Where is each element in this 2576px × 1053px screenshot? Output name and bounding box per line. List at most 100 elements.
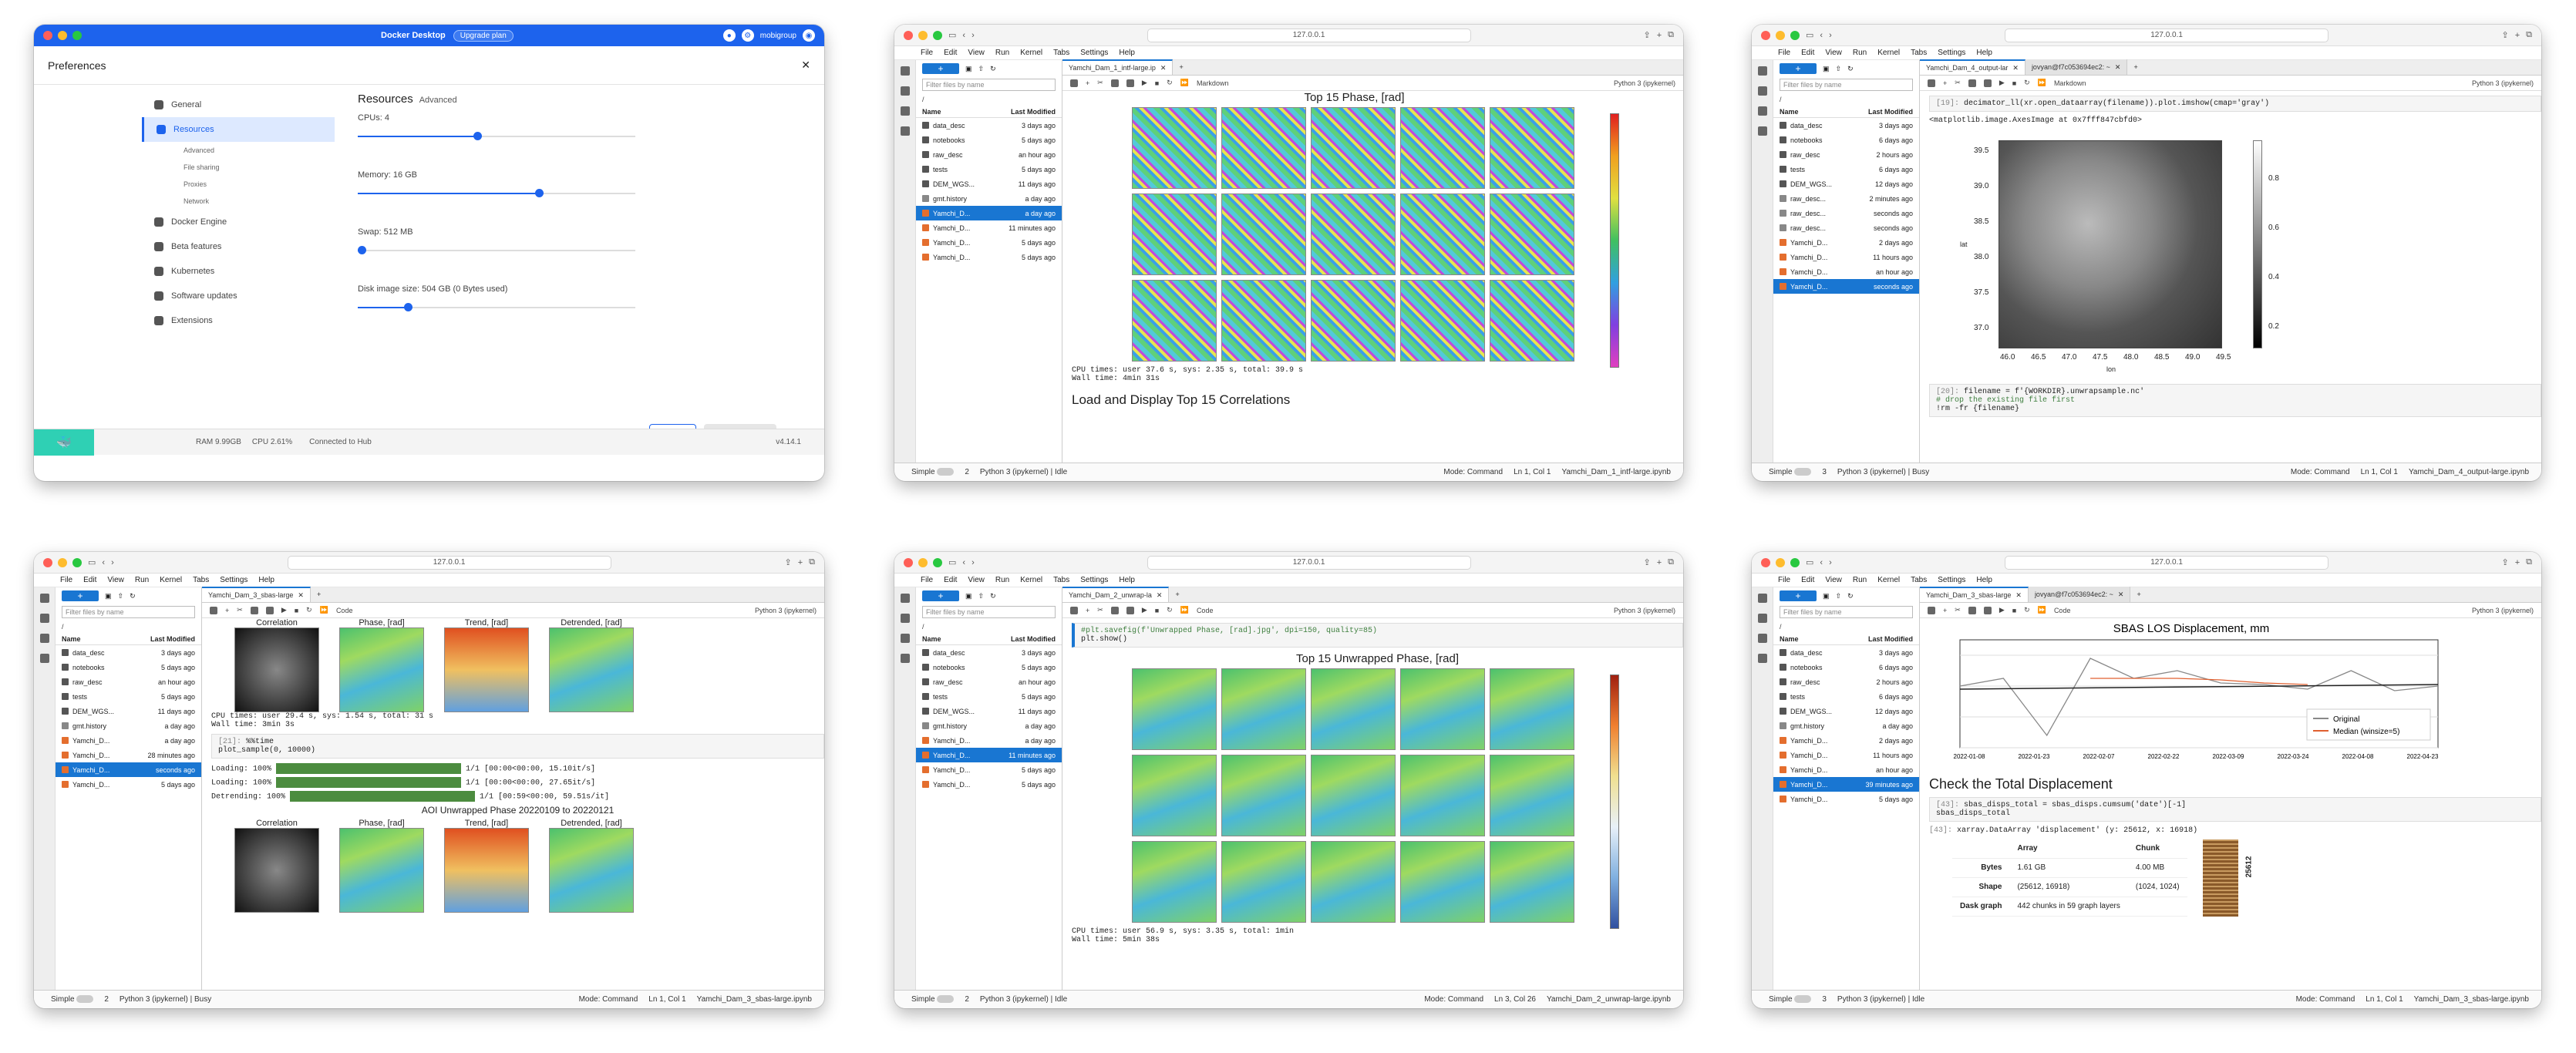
paste-icon[interactable] bbox=[1126, 79, 1134, 87]
restart-icon[interactable]: ↻ bbox=[2024, 79, 2030, 86]
file-row[interactable]: notebooks 5 days ago bbox=[56, 660, 201, 675]
minimize-button[interactable] bbox=[1776, 557, 1785, 567]
sidebar-icon[interactable]: ▭ bbox=[88, 558, 96, 567]
nav-docker-engine[interactable]: Docker Engine bbox=[142, 210, 335, 234]
refresh-icon[interactable]: ↻ bbox=[130, 591, 136, 600]
file-row[interactable]: DEM_WGS... 12 days ago bbox=[1773, 704, 1919, 718]
file-row[interactable]: Yamchi_D... 28 minutes ago bbox=[56, 748, 201, 762]
save-icon[interactable] bbox=[1070, 606, 1078, 614]
menu-help[interactable]: Help bbox=[258, 576, 274, 584]
menu-view[interactable]: View bbox=[1825, 576, 1842, 584]
close-button[interactable] bbox=[1761, 30, 1770, 40]
stop-icon[interactable]: ■ bbox=[2012, 606, 2017, 614]
menu-kernel[interactable]: Kernel bbox=[160, 576, 183, 584]
share-icon[interactable]: ⇪ bbox=[2501, 31, 2509, 40]
file-row[interactable]: notebooks 6 days ago bbox=[1773, 133, 1919, 147]
file-row[interactable]: raw_desc 2 hours ago bbox=[1773, 147, 1919, 162]
memory-slider[interactable] bbox=[358, 186, 635, 201]
file-row[interactable]: tests 5 days ago bbox=[916, 689, 1062, 704]
upload-icon[interactable]: ⇧ bbox=[1835, 591, 1842, 600]
fast-forward-icon[interactable]: ⏩ bbox=[1180, 79, 1189, 86]
col-modified[interactable]: Last Modified bbox=[1868, 635, 1913, 643]
file-row[interactable]: Yamchi_D... a day ago bbox=[56, 733, 201, 748]
file-row[interactable]: gmt.history a day ago bbox=[916, 191, 1062, 206]
file-row[interactable]: Yamchi_D... 11 hours ago bbox=[1773, 250, 1919, 264]
tabs-icon[interactable]: ⧉ bbox=[809, 557, 815, 567]
new-tab-icon[interactable]: + bbox=[1656, 557, 1662, 567]
filter-input[interactable]: Filter files by name bbox=[922, 79, 1056, 91]
add-cell-icon[interactable]: + bbox=[1943, 79, 1948, 87]
file-row[interactable]: data_desc 3 days ago bbox=[56, 645, 201, 660]
sidebar-icon[interactable]: ▭ bbox=[948, 558, 957, 567]
extension-icon[interactable] bbox=[900, 126, 910, 136]
file-row[interactable]: data_desc 3 days ago bbox=[916, 645, 1062, 660]
new-launcher-button[interactable]: + bbox=[1780, 590, 1817, 601]
file-row[interactable]: Yamchi_D... a day ago bbox=[916, 733, 1062, 748]
new-folder-icon[interactable]: ▣ bbox=[965, 64, 972, 72]
tab-notebook[interactable]: Yamchi_Dam_3_sbas-large ✕ bbox=[202, 587, 311, 602]
menu-edit[interactable]: Edit bbox=[1801, 49, 1815, 57]
stop-icon[interactable]: ■ bbox=[2012, 79, 2017, 87]
file-row[interactable]: Yamchi_D... 5 days ago bbox=[1773, 792, 1919, 806]
file-row[interactable]: Yamchi_D... a day ago bbox=[916, 206, 1062, 220]
new-tab-icon[interactable]: + bbox=[1656, 30, 1662, 40]
cut-icon[interactable]: ✂ bbox=[1097, 606, 1103, 614]
tab-notebook[interactable]: jovyan@f7c053694ec2: ~ ✕ bbox=[2025, 59, 2128, 75]
extension-icon[interactable] bbox=[39, 654, 49, 663]
file-row[interactable]: Yamchi_D... an hour ago bbox=[1773, 264, 1919, 279]
close-icon[interactable]: ✕ bbox=[2117, 590, 2124, 598]
refresh-icon[interactable]: ↻ bbox=[1847, 591, 1854, 600]
filter-input[interactable]: Filter files by name bbox=[1780, 79, 1913, 91]
close-icon[interactable]: ✕ bbox=[1160, 63, 1167, 72]
cell-type-select[interactable]: Markdown bbox=[2053, 79, 2086, 87]
col-modified[interactable]: Last Modified bbox=[1011, 108, 1056, 116]
file-row[interactable]: tests 6 days ago bbox=[1773, 162, 1919, 177]
simple-toggle[interactable]: Simple bbox=[1769, 995, 1812, 1004]
tab-notebook[interactable]: Yamchi_Dam_1_intf-large.ip ✕ bbox=[1062, 59, 1174, 75]
close-icon[interactable]: ✕ bbox=[801, 59, 810, 71]
fast-forward-icon[interactable]: ⏩ bbox=[319, 606, 328, 614]
new-tab-icon[interactable]: + bbox=[2514, 557, 2520, 567]
simple-toggle[interactable]: Simple bbox=[1769, 468, 1812, 476]
forward-icon[interactable]: › bbox=[971, 30, 975, 40]
new-folder-icon[interactable]: ▣ bbox=[965, 591, 972, 600]
new-tab-icon[interactable]: + bbox=[2514, 30, 2520, 40]
code-cell[interactable]: [21]: %%time plot_sample(0, 10000) bbox=[211, 734, 824, 759]
sidebar-icon[interactable]: ▭ bbox=[948, 31, 957, 40]
new-launcher-button[interactable]: + bbox=[62, 590, 99, 601]
folder-icon[interactable] bbox=[1757, 66, 1767, 76]
menu-kernel[interactable]: Kernel bbox=[1020, 576, 1043, 584]
code-cell[interactable]: [43]: sbas_disps_total = sbas_disps.cums… bbox=[1929, 797, 2541, 822]
file-row[interactable]: Yamchi_D... 5 days ago bbox=[916, 235, 1062, 250]
menu-kernel[interactable]: Kernel bbox=[1877, 576, 1901, 584]
address-bar[interactable]: 127.0.0.1 bbox=[1147, 28, 1471, 42]
zoom-button[interactable] bbox=[933, 30, 942, 40]
menu-tabs[interactable]: Tabs bbox=[1053, 49, 1070, 57]
back-icon[interactable]: ‹ bbox=[962, 557, 966, 567]
new-tab-button[interactable]: + bbox=[1175, 590, 1180, 598]
toc-icon[interactable] bbox=[1757, 634, 1767, 643]
refresh-icon[interactable]: ↻ bbox=[990, 591, 996, 600]
minimize-button[interactable] bbox=[1776, 30, 1785, 40]
stop-icon[interactable]: ■ bbox=[1154, 79, 1160, 87]
breadcrumb[interactable]: / bbox=[1780, 96, 1782, 103]
tabs-icon[interactable]: ⧉ bbox=[2526, 557, 2532, 567]
avatar[interactable]: ◉ bbox=[803, 29, 815, 42]
folder-icon[interactable] bbox=[1757, 594, 1767, 603]
menu-view[interactable]: View bbox=[968, 576, 985, 584]
new-tab-button[interactable]: + bbox=[2133, 63, 2138, 71]
fast-forward-icon[interactable]: ⏩ bbox=[2037, 606, 2046, 614]
share-icon[interactable]: ⇪ bbox=[2501, 558, 2509, 567]
restart-icon[interactable]: ↻ bbox=[2024, 606, 2030, 614]
close-icon[interactable]: ✕ bbox=[2012, 63, 2019, 72]
kernel-name[interactable]: Python 3 (ipykernel) bbox=[1613, 606, 1675, 614]
stop-icon[interactable]: ■ bbox=[294, 606, 299, 614]
paste-icon[interactable] bbox=[1983, 79, 1992, 87]
code-cell[interactable]: [19]: decimator_ll(xr.open_dataarray(fil… bbox=[1929, 96, 2541, 112]
extension-icon[interactable] bbox=[1757, 126, 1767, 136]
tabs-icon[interactable]: ⧉ bbox=[2526, 30, 2532, 39]
col-name[interactable]: Name bbox=[62, 635, 81, 643]
copy-icon[interactable] bbox=[1110, 606, 1119, 614]
minimize-button[interactable] bbox=[58, 31, 67, 40]
forward-icon[interactable]: › bbox=[111, 557, 114, 567]
